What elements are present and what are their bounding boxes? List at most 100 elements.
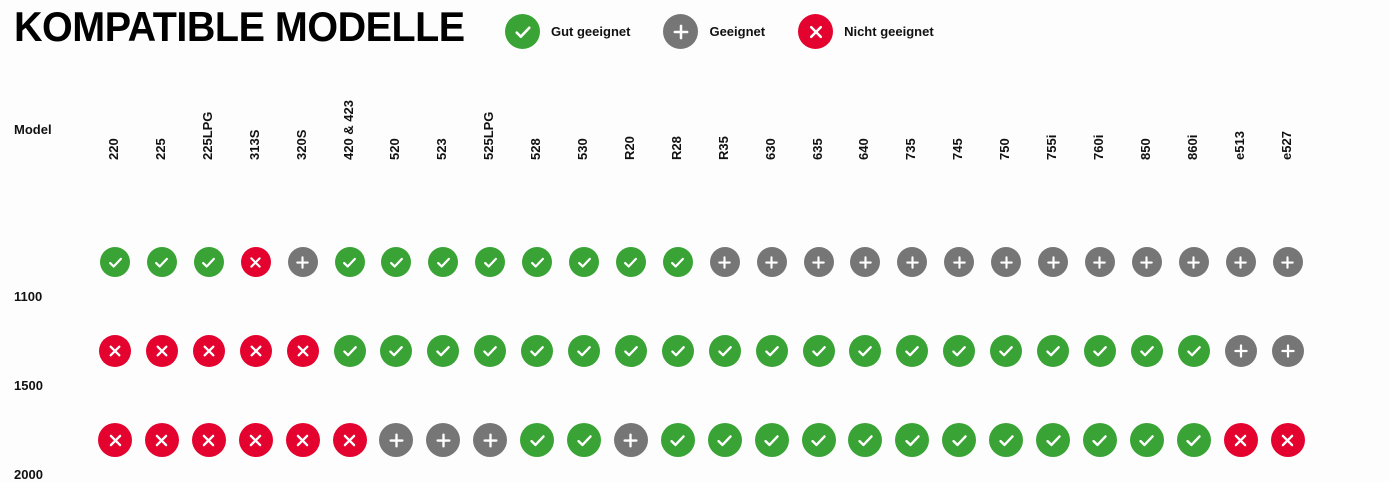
plus-circle-icon	[897, 247, 928, 277]
matrix-cell	[1225, 247, 1256, 277]
column-header: 520	[387, 138, 403, 160]
plus-circle-icon	[944, 247, 975, 277]
matrix-cell	[754, 423, 789, 457]
matrix-cell	[615, 247, 646, 277]
plus-circle-icon	[426, 423, 461, 457]
matrix-cell	[895, 423, 930, 457]
column-header: R20	[621, 136, 637, 160]
check-circle-icon	[1036, 423, 1070, 457]
plus-circle-icon	[756, 247, 787, 277]
matrix-cell	[520, 423, 555, 457]
matrix-cell	[474, 335, 507, 367]
matrix-cell	[989, 423, 1024, 457]
check-circle-icon	[990, 335, 1023, 367]
column-headers: 220 225 225LPG 313S 320S 420 & 423 520 523 525LP…	[0, 98, 1390, 160]
plus-circle-icon	[1131, 247, 1162, 277]
plus-circle-icon	[473, 423, 508, 457]
legend: Gut geeignet Geeignet Nicht geeignet	[505, 14, 934, 49]
check-circle-icon	[100, 247, 130, 277]
matrix-cell	[285, 423, 320, 457]
column-header: 420 & 423	[340, 100, 356, 160]
check-circle-icon	[520, 423, 555, 457]
matrix-cell	[897, 247, 928, 277]
matrix-cell	[100, 247, 130, 277]
plus-circle-icon	[287, 247, 318, 277]
legend-item-label: Nicht geeignet	[844, 24, 934, 39]
matrix-cell	[1224, 335, 1257, 367]
matrix-cell	[334, 247, 365, 277]
legend-item-ok: Geeignet	[663, 14, 765, 49]
matrix-cell	[1038, 247, 1068, 277]
matrix-cell	[475, 247, 506, 277]
x-circle-icon	[1270, 423, 1305, 457]
check-circle-icon	[522, 247, 553, 277]
check-circle-icon	[146, 247, 177, 277]
column-header: 735	[903, 138, 919, 160]
matrix-cell	[568, 335, 600, 367]
x-circle-icon	[144, 423, 179, 457]
matrix-cell	[521, 335, 554, 367]
plus-circle-icon	[663, 14, 699, 49]
column-header: 225	[152, 138, 168, 160]
check-circle-icon	[505, 14, 540, 49]
matrix-cell	[144, 423, 179, 457]
x-circle-icon	[332, 423, 367, 457]
plus-circle-icon	[1224, 335, 1257, 367]
check-circle-icon	[660, 423, 695, 457]
matrix-cell	[660, 423, 695, 457]
column-header: 635	[809, 138, 825, 160]
matrix-cell	[1082, 423, 1117, 457]
matrix-cell	[1271, 335, 1304, 367]
matrix-cell	[380, 335, 413, 367]
check-circle-icon	[381, 247, 412, 277]
column-header: 525LPG	[481, 111, 497, 160]
matrix-cell	[1223, 423, 1258, 457]
plus-circle-icon	[709, 247, 740, 277]
check-circle-icon	[380, 335, 413, 367]
x-circle-icon	[239, 335, 272, 367]
plus-circle-icon	[379, 423, 414, 457]
x-circle-icon	[285, 423, 320, 457]
plus-circle-icon	[1272, 247, 1303, 277]
plus-circle-icon	[1225, 247, 1256, 277]
check-circle-icon	[943, 335, 976, 367]
check-circle-icon	[661, 335, 694, 367]
column-header: e527	[1278, 131, 1294, 160]
matrix-cell	[1037, 335, 1069, 367]
matrix-cell	[238, 423, 273, 457]
x-circle-icon	[238, 423, 273, 457]
check-circle-icon	[615, 247, 646, 277]
matrix-cell	[990, 335, 1023, 367]
plus-circle-icon	[1084, 247, 1115, 277]
plus-circle-icon	[613, 423, 648, 457]
page-title: KOMPATIBLE MODELLE	[14, 3, 465, 50]
plus-circle-icon	[1271, 335, 1304, 367]
matrix-cell	[850, 247, 881, 277]
column-header: R28	[668, 136, 684, 160]
column-header: e513	[1231, 131, 1247, 160]
check-circle-icon	[333, 335, 366, 367]
matrix-cell	[286, 335, 319, 367]
row-label: 1100	[14, 289, 43, 304]
check-circle-icon	[568, 335, 600, 367]
x-circle-icon	[145, 335, 178, 367]
matrix-cell	[662, 247, 693, 277]
matrix-cell	[287, 247, 318, 277]
column-header: 750	[997, 138, 1013, 160]
check-circle-icon	[1130, 335, 1163, 367]
matrix-cell	[426, 423, 461, 457]
check-circle-icon	[567, 423, 601, 457]
matrix-cell	[428, 247, 459, 277]
matrix-cell	[381, 247, 412, 277]
check-circle-icon	[801, 423, 836, 457]
row-label: 2000	[14, 467, 43, 482]
check-circle-icon	[662, 247, 693, 277]
row-header-label: Model	[14, 122, 52, 137]
matrix-cell	[802, 335, 835, 367]
matrix-cell	[848, 423, 883, 457]
check-circle-icon	[334, 247, 365, 277]
matrix-cell	[333, 335, 366, 367]
matrix-cell	[709, 247, 740, 277]
check-circle-icon	[895, 423, 930, 457]
x-circle-icon	[98, 423, 132, 457]
